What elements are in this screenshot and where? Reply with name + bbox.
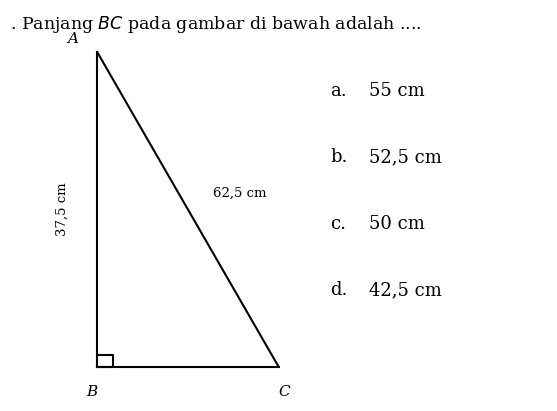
- Text: b.: b.: [331, 148, 348, 166]
- Text: A: A: [67, 32, 78, 46]
- Text: 52,5 cm: 52,5 cm: [369, 148, 442, 166]
- Text: 55 cm: 55 cm: [369, 82, 425, 100]
- Text: c.: c.: [331, 215, 346, 233]
- Text: d.: d.: [331, 281, 348, 299]
- Text: C: C: [278, 385, 290, 399]
- Text: . Panjang $\mathit{BC}$ pada gambar di bawah adalah ....: . Panjang $\mathit{BC}$ pada gambar di b…: [9, 14, 422, 35]
- Text: 42,5 cm: 42,5 cm: [369, 281, 442, 299]
- Text: 37,5 cm: 37,5 cm: [55, 183, 69, 236]
- Text: 62,5 cm: 62,5 cm: [213, 187, 266, 200]
- Text: 50 cm: 50 cm: [369, 215, 425, 233]
- Text: a.: a.: [331, 82, 347, 100]
- Text: B: B: [86, 385, 97, 399]
